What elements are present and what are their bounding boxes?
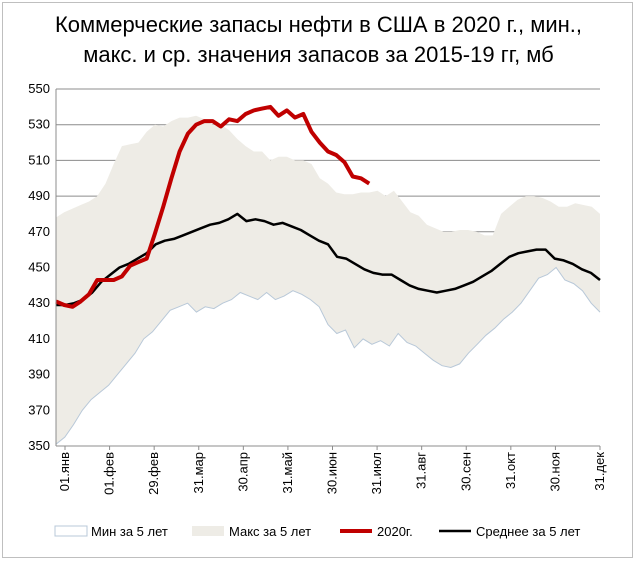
y-tick-label-390: 390 — [28, 367, 50, 382]
y-tick-label-350: 350 — [28, 438, 50, 453]
band-areas — [55, 115, 601, 447]
y-tick-label-430: 430 — [28, 295, 50, 310]
x-tick-label-6: 30.июн — [325, 452, 340, 494]
y-tick-label-510: 510 — [28, 152, 50, 167]
year-2020-line — [55, 104, 371, 309]
y-tick-label-410: 410 — [28, 331, 50, 346]
chart-legend: Мин за 5 лет Макс за 5 лет 2020г. Среднее з… — [54, 524, 580, 539]
legend-label-min: Мин за 5 лет — [91, 524, 168, 539]
chart-title-line-1: Коммерческие запасы нефти в США в 2020 г… — [54, 12, 583, 37]
legend-label-avg: Среднее за 5 лет — [476, 524, 580, 539]
legend-label-max: Макс за 5 лет — [229, 524, 311, 539]
x-tick-label-1: 01.фев — [102, 452, 117, 495]
x-tick-label-5: 31.май — [280, 452, 295, 494]
x-tick-label-0: 01.янв — [57, 452, 72, 491]
chart-title-line-2: макс. и ср. значения запасов за 2015-19 … — [83, 42, 554, 67]
x-tick-label-10: 31.окт — [503, 452, 518, 489]
legend-swatch-min — [54, 525, 88, 537]
series-lines — [55, 104, 601, 309]
y-tick-label-550: 550 — [28, 81, 50, 96]
y-tick-label-450: 450 — [28, 260, 50, 275]
min-5yr-edge — [55, 266, 601, 445]
x-tick-label-3: 31.мар — [191, 452, 206, 493]
legend-label-2020: 2020г. — [377, 524, 413, 539]
x-tick-label-12: 31.дек — [592, 452, 607, 491]
y-tick-label-370: 370 — [28, 402, 50, 417]
x-tick-label-11: 30.ноя — [547, 452, 562, 492]
x-tick-label-4: 30.апр — [235, 452, 250, 492]
y-axis-ticks: 350 370 390 410 430 450 470 490 510 530 550 — [28, 81, 50, 453]
y-tick-label-470: 470 — [28, 224, 50, 239]
y-tick-label-530: 530 — [28, 117, 50, 132]
x-tick-label-7: 31.июл — [369, 452, 384, 494]
x-tick-label-8: 31.авг — [414, 452, 429, 489]
chart-title: Коммерческие запасы нефти в США в 2020 г… — [0, 10, 637, 70]
axes — [55, 89, 600, 447]
min-5yr-area — [56, 267, 600, 446]
legend-swatch-max — [192, 526, 224, 536]
x-axis-ticks: 01.янв 01.фев 29.фев 31.мар 30.апр 31.май 30.и… — [57, 446, 607, 495]
x-tick-label-2: 29.фев — [146, 452, 161, 495]
y-tick-label-490: 490 — [28, 188, 50, 203]
x-tick-label-9: 30.сен — [458, 452, 473, 491]
